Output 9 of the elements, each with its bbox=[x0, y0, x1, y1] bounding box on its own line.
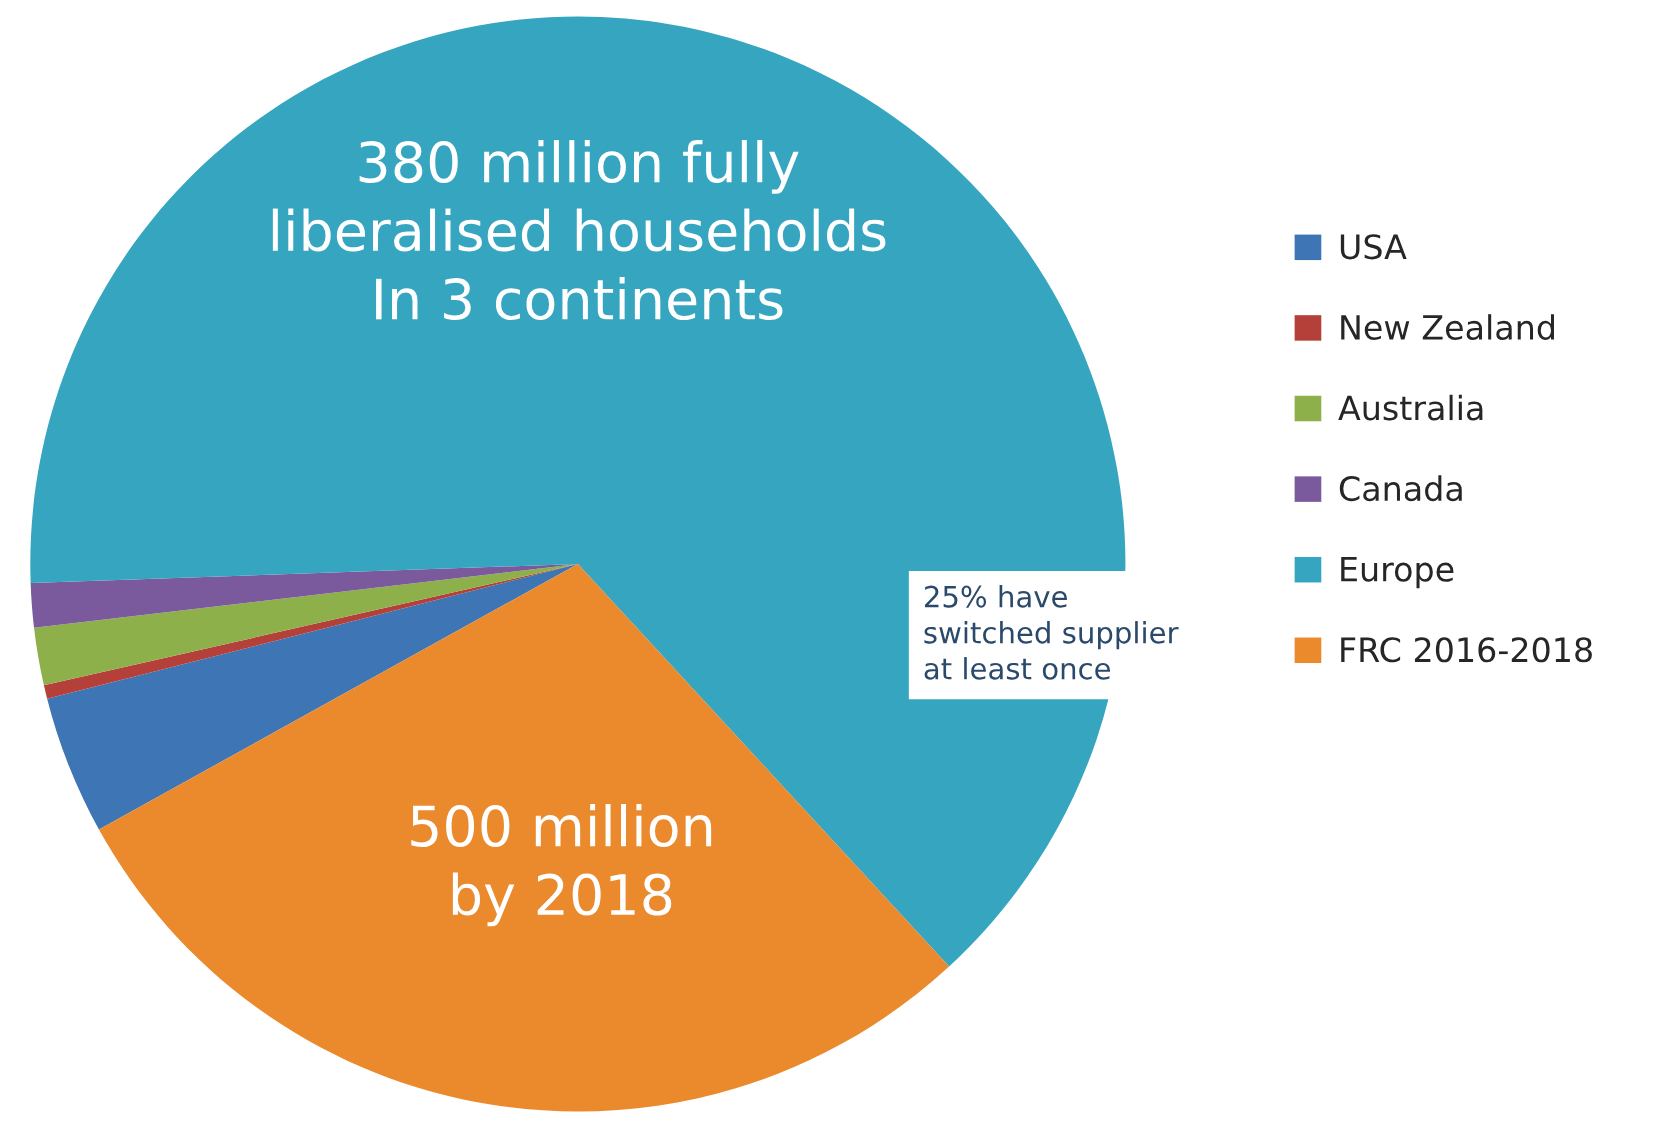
text: 25% have switched supplier at least once bbox=[924, 585, 1179, 680]
legend-label: Europe bbox=[1341, 556, 1454, 589]
legend-label: FRC 2016-2018 bbox=[1341, 637, 1592, 663]
text: 500 million by 2018 bbox=[411, 804, 712, 927]
legend-label: USA bbox=[1340, 234, 1407, 260]
legend-label: New Zealand bbox=[1341, 314, 1554, 340]
legend-label: Canada bbox=[1339, 475, 1462, 502]
text: 380 million fully liberalised households In 3 continents bbox=[272, 140, 886, 321]
legend-label: Australia bbox=[1338, 394, 1483, 421]
